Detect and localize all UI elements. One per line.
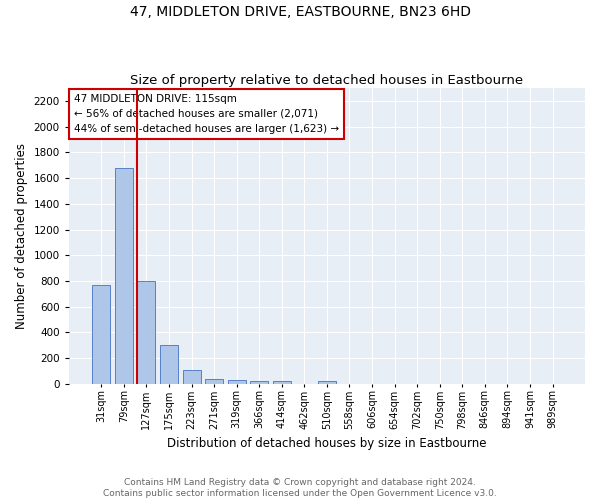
Text: 47, MIDDLETON DRIVE, EASTBOURNE, BN23 6HD: 47, MIDDLETON DRIVE, EASTBOURNE, BN23 6H… bbox=[130, 5, 470, 19]
Bar bbox=[137, 281, 155, 384]
Bar bbox=[250, 381, 268, 384]
Bar bbox=[227, 380, 246, 384]
Bar bbox=[182, 370, 200, 384]
Bar bbox=[273, 381, 291, 384]
Bar bbox=[318, 381, 336, 384]
Y-axis label: Number of detached properties: Number of detached properties bbox=[15, 143, 28, 329]
Title: Size of property relative to detached houses in Eastbourne: Size of property relative to detached ho… bbox=[130, 74, 523, 87]
Text: 47 MIDDLETON DRIVE: 115sqm
← 56% of detached houses are smaller (2,071)
44% of s: 47 MIDDLETON DRIVE: 115sqm ← 56% of deta… bbox=[74, 94, 339, 134]
Bar bbox=[92, 285, 110, 384]
X-axis label: Distribution of detached houses by size in Eastbourne: Distribution of detached houses by size … bbox=[167, 437, 487, 450]
Bar bbox=[115, 168, 133, 384]
Bar bbox=[160, 345, 178, 384]
Bar bbox=[205, 378, 223, 384]
Text: Contains HM Land Registry data © Crown copyright and database right 2024.
Contai: Contains HM Land Registry data © Crown c… bbox=[103, 478, 497, 498]
